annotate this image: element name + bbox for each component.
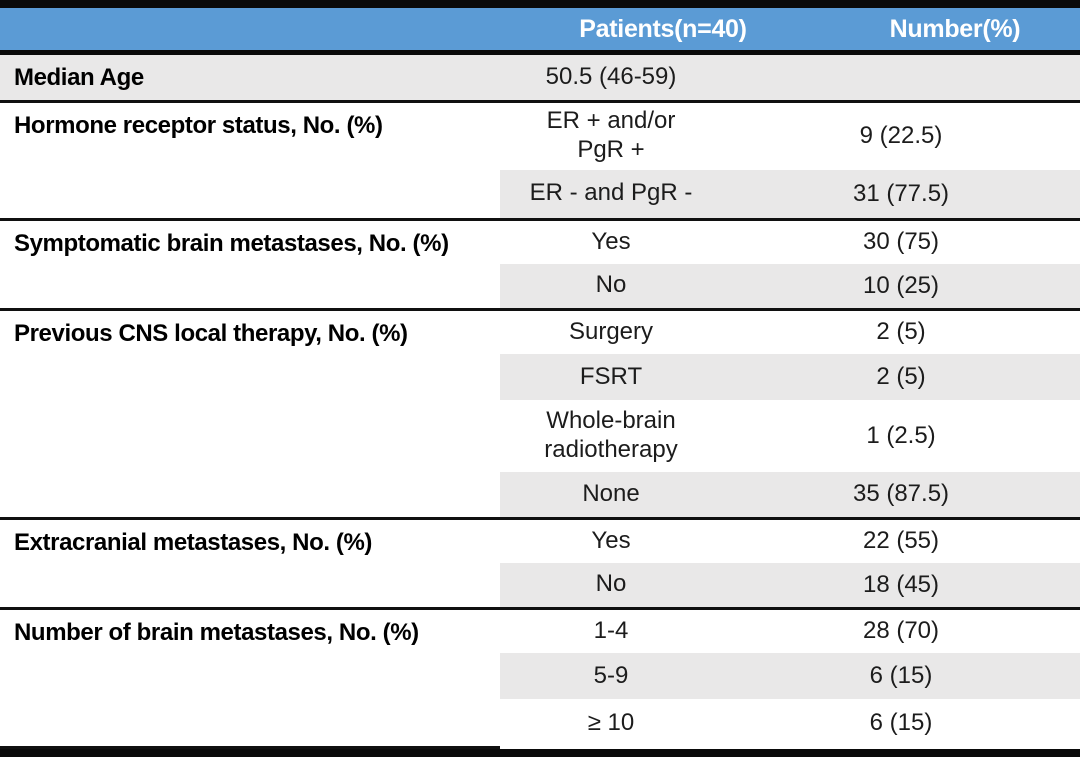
category-cell: 1-4 — [593, 616, 629, 644]
top-border-bar — [0, 0, 1080, 8]
table-row: Number of brain metastases, No. (%) 1-4 … — [0, 608, 1080, 749]
table-header-row: Patients(n=40) Number(%) — [0, 8, 1080, 50]
value-cell: 1 (2.5) — [866, 422, 936, 449]
category-cell: None — [500, 472, 722, 520]
table-row: No 18 (45) — [0, 563, 1080, 610]
value-cell: 10 (25) — [722, 264, 1080, 311]
value-cell: 2 (5) — [876, 318, 926, 346]
table-row: Hormone receptor status, No. (%) ER + an… — [0, 101, 1080, 221]
table-row: Median Age 50.5 (46-59) — [0, 55, 1080, 103]
value-cell: 30 (75) — [862, 228, 940, 256]
value-cell: 6 (15) — [869, 709, 933, 736]
value-cell: 22 (55) — [862, 527, 940, 555]
row-label-median-age: Median Age — [0, 55, 500, 103]
category-cell: ≥ 10 — [587, 708, 635, 736]
table-row: ≥ 10 6 (15) — [0, 699, 1080, 747]
value-cell: 18 (45) — [722, 563, 1080, 610]
value-cell: 35 (87.5) — [722, 472, 1080, 520]
value-cell — [722, 55, 1080, 103]
category-cell: ER - and PgR - — [500, 170, 722, 221]
table-row: No 10 (25) — [0, 264, 1080, 311]
table-row: None 35 (87.5) — [0, 472, 1080, 520]
value-cell: 2 (5) — [722, 354, 1080, 400]
category-cell: ER + and/or PgR + — [546, 107, 676, 164]
category-cell: Yes — [591, 526, 631, 554]
category-cell: FSRT — [500, 354, 722, 400]
column-header-number: Number(%) — [889, 14, 1021, 43]
category-cell: No — [500, 264, 722, 311]
value-cell: 31 (77.5) — [722, 170, 1080, 221]
row-label-hormone-receptor: Hormone receptor status, No. (%) — [0, 101, 500, 221]
table-row: Symptomatic brain metastases, No. (%) Ye… — [0, 219, 1080, 311]
category-cell: Yes — [591, 227, 631, 255]
table-row: Extracranial metastases, No. (%) Yes 22 … — [0, 518, 1080, 610]
column-header-patients: Patients(n=40) — [579, 14, 747, 43]
table-row: Whole-brain radiotherapy 1 (2.5) — [0, 400, 1080, 472]
characteristics-table: Median Age 50.5 (46-59) Hormone receptor… — [0, 55, 1080, 749]
category-cell: No — [500, 563, 722, 610]
category-cell: Surgery — [568, 317, 654, 345]
category-cell: 50.5 (46-59) — [500, 55, 722, 103]
category-cell: 5-9 — [500, 653, 722, 699]
value-cell: 6 (15) — [722, 653, 1080, 699]
row-label-number-brain-metastases: Number of brain metastases, No. (%) — [0, 608, 500, 749]
table-row: FSRT 2 (5) — [0, 354, 1080, 400]
header-divider-bar — [0, 50, 1080, 55]
value-cell: 9 (22.5) — [859, 122, 943, 150]
table-row: ER - and PgR - 31 (77.5) — [0, 170, 1080, 221]
row-label-symptomatic-metastases: Symptomatic brain metastases, No. (%) — [0, 219, 500, 311]
value-cell: 28 (70) — [862, 617, 940, 645]
row-label-previous-cns-therapy: Previous CNS local therapy, No. (%) — [0, 309, 500, 520]
table-row: Previous CNS local therapy, No. (%) Surg… — [0, 309, 1080, 520]
bottom-border-bar — [0, 748, 1080, 757]
category-cell: Whole-brain radiotherapy — [544, 407, 678, 463]
table-row: 5-9 6 (15) — [0, 653, 1080, 699]
row-label-extracranial-metastases: Extracranial metastases, No. (%) — [0, 518, 500, 610]
